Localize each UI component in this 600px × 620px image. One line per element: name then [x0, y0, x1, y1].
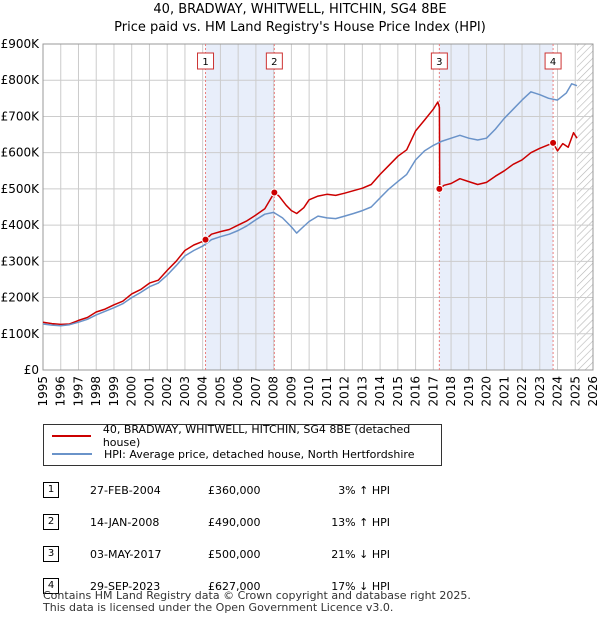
x-tick-label: 1998 [89, 376, 103, 407]
table-row: 1 27-FEB-2004 £360,000 3% ↑ HPI [43, 474, 390, 506]
y-tick-label: £500K [1, 182, 41, 196]
sale-number-badge: 4 [43, 578, 59, 594]
y-tick-label: £800K [1, 73, 41, 87]
x-tick-label: 2000 [125, 376, 139, 407]
x-tick-label: 2022 [515, 376, 529, 407]
chart-title: 40, BRADWAY, WHITWELL, HITCHIN, SG4 8BE [153, 2, 447, 17]
x-tick-label: 2005 [213, 376, 227, 407]
x-tick-label: 2014 [373, 376, 387, 407]
x-tick-label: 2025 [568, 376, 582, 407]
sale-price: £360,000 [208, 483, 261, 497]
x-tick-label: 2017 [426, 376, 440, 407]
sale-number-badge: 3 [43, 546, 59, 562]
y-tick-label: £400K [1, 218, 41, 232]
legend-item-hpi: HPI: Average price, detached house, Nort… [52, 446, 414, 462]
legend-line-hpi [52, 453, 92, 455]
legend-item-property: 40, BRADWAY, WHITWELL, HITCHIN, SG4 8BE … [52, 423, 441, 449]
x-tick-label: 2020 [480, 376, 494, 407]
sale-number-badge: 1 [43, 482, 59, 498]
x-tick-label: 2003 [178, 376, 192, 407]
x-tick-label: 2007 [249, 376, 263, 407]
x-tick-label: 2004 [196, 376, 210, 407]
sale-point [270, 188, 279, 197]
sale-date: 14-JAN-2008 [90, 515, 160, 529]
forecast-hatch [577, 44, 593, 370]
sale-price: £627,000 [208, 579, 261, 593]
legend-label-property: 40, BRADWAY, WHITWELL, HITCHIN, SG4 8BE … [102, 423, 411, 449]
x-tick-label: 2010 [302, 376, 316, 407]
transactions-table: 1 27-FEB-2004 £360,000 3% ↑ HPI 2 14-JAN… [43, 474, 390, 602]
y-tick-label: £700K [1, 109, 41, 123]
x-tick-label: 2015 [391, 376, 405, 407]
sale-date: 03-MAY-2017 [90, 547, 162, 561]
table-row: 2 14-JAN-2008 £490,000 13% ↑ HPI [43, 506, 390, 538]
footer-attribution: Contains HM Land Registry data © Crown c… [43, 590, 471, 614]
x-tick-label: 1997 [71, 376, 85, 407]
x-tick-label: 2019 [462, 376, 476, 407]
series-line-hpi [42, 83, 578, 327]
x-tick-label: 2012 [338, 376, 352, 407]
y-tick-label: £600K [1, 146, 41, 160]
x-tick-label: 2016 [409, 376, 423, 407]
series-line-property [42, 101, 578, 326]
legend-line-property [52, 435, 91, 437]
ownership-shade [205, 44, 275, 370]
table-row: 4 29-SEP-2023 £627,000 17% ↓ HPI [43, 570, 390, 602]
chart-subtitle: Price paid vs. HM Land Registry's House … [114, 20, 486, 35]
x-tick-label: 2024 [551, 376, 565, 407]
x-tick-label: 2006 [231, 376, 245, 407]
sale-point [549, 138, 558, 147]
sale-point [435, 184, 444, 193]
sale-number-box [265, 52, 283, 70]
table-row: 3 03-MAY-2017 £500,000 21% ↓ HPI [43, 538, 390, 570]
x-tick-label: 2023 [533, 376, 547, 407]
sale-date: 27-FEB-2004 [90, 483, 161, 497]
plot-frame [42, 43, 594, 371]
sale-number-label: 2 [271, 57, 277, 68]
sale-price: £490,000 [208, 515, 261, 529]
sale-number-label: 3 [436, 57, 442, 68]
x-tick-label: 1996 [54, 376, 68, 407]
footer-line-1: Contains HM Land Registry data © Crown c… [43, 589, 471, 602]
x-tick-label: 2001 [142, 376, 156, 407]
sale-number-label: 4 [550, 57, 556, 68]
x-tick-label: 1999 [107, 376, 121, 407]
sale-number-box [544, 52, 562, 70]
sale-hpi-diff: 13% ↑ HPI [331, 515, 390, 529]
footer-line-2: This data is licensed under the Open Gov… [43, 601, 394, 614]
sale-number-box [430, 52, 448, 70]
sale-date: 29-SEP-2023 [90, 579, 161, 593]
x-tick-label: 2002 [160, 376, 174, 407]
x-tick-label: 2018 [444, 376, 458, 407]
y-tick-label: £300K [1, 254, 41, 268]
chart-legend: 40, BRADWAY, WHITWELL, HITCHIN, SG4 8BE … [43, 423, 442, 466]
price-chart: 1 2 3 4 £0 £100K £200K £300K £400K £500K £600K £700… [1, 37, 600, 407]
x-tick-label: 2013 [355, 376, 369, 407]
sale-number-box [197, 52, 215, 70]
sale-number-label: 1 [202, 57, 208, 68]
sale-price: £500,000 [208, 547, 261, 561]
x-tick-label: 2021 [497, 376, 511, 407]
y-tick-label: £900K [1, 37, 41, 51]
x-tick-label: 1995 [36, 376, 50, 407]
x-tick-label: 2008 [267, 376, 281, 407]
y-tick-label: £200K [1, 291, 41, 305]
sale-number-badge: 2 [43, 514, 59, 530]
sale-point [201, 235, 210, 244]
y-tick-label: £100K [1, 327, 41, 341]
ownership-shade [439, 44, 554, 370]
y-tick-label: £0 [24, 363, 39, 377]
x-tick-label: 2026 [586, 376, 600, 407]
sale-hpi-diff: 17% ↓ HPI [331, 579, 390, 593]
x-tick-label: 2009 [284, 376, 298, 407]
x-tick-label: 2011 [320, 376, 334, 407]
legend-label-hpi: HPI: Average price, detached house, Nort… [104, 447, 415, 461]
sale-hpi-diff: 3% ↑ HPI [338, 483, 390, 497]
sale-hpi-diff: 21% ↓ HPI [331, 547, 390, 561]
